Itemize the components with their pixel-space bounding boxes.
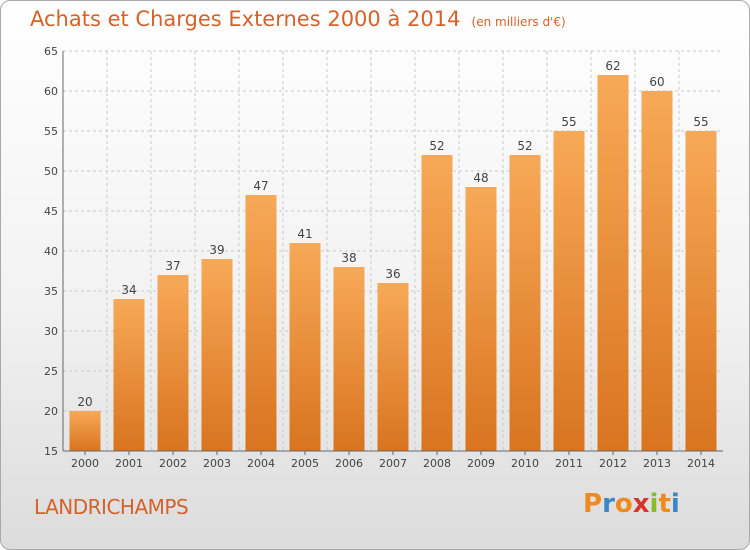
bar-value-label: 55 bbox=[561, 115, 576, 129]
x-tick-label: 2008 bbox=[423, 457, 451, 470]
x-tick-label: 2003 bbox=[203, 457, 231, 470]
bar-value-label: 52 bbox=[429, 139, 444, 153]
bar bbox=[509, 155, 541, 451]
x-tick-label: 2007 bbox=[379, 457, 407, 470]
bar bbox=[69, 411, 101, 451]
bar-value-label: 60 bbox=[649, 75, 664, 89]
x-tick-label: 2010 bbox=[511, 457, 539, 470]
x-tick-label: 2013 bbox=[643, 457, 671, 470]
y-tick-label: 55 bbox=[44, 125, 58, 138]
bar bbox=[421, 155, 453, 451]
bar bbox=[289, 243, 321, 451]
y-tick-label: 20 bbox=[44, 405, 58, 418]
chart-title: Achats et Charges Externes 2000 à 2014 (… bbox=[30, 7, 566, 31]
logo-letter: P bbox=[583, 489, 603, 519]
bar bbox=[377, 283, 409, 451]
y-tick-label: 25 bbox=[44, 365, 58, 378]
bar bbox=[685, 131, 717, 451]
bar bbox=[201, 259, 233, 451]
bar-value-label: 34 bbox=[121, 283, 136, 297]
bar-value-label: 20 bbox=[77, 395, 92, 409]
axes: 15 20 25 30 35 40 45 50 55 60 65 2000 2001 2002 2003 20… bbox=[44, 45, 723, 470]
x-tick-label: 2005 bbox=[291, 457, 319, 470]
logo-letter: i bbox=[670, 489, 680, 519]
logo-letter: i bbox=[649, 489, 659, 519]
bar bbox=[553, 131, 585, 451]
logo-letter: o bbox=[614, 489, 633, 519]
proxiti-logo: Proxiti bbox=[583, 489, 680, 519]
x-tick-label: 2006 bbox=[335, 457, 363, 470]
y-tick-label: 45 bbox=[44, 205, 58, 218]
x-tick-label: 2002 bbox=[159, 457, 187, 470]
chart-unit: (en milliers d'€) bbox=[471, 15, 566, 29]
bar bbox=[157, 275, 189, 451]
x-tick-label: 2000 bbox=[71, 457, 99, 470]
bar-value-label: 39 bbox=[209, 243, 224, 257]
y-tick-label: 50 bbox=[44, 165, 58, 178]
bar bbox=[245, 195, 277, 451]
commune-name: LANDRICHAMPS bbox=[34, 495, 189, 519]
y-tick-label: 65 bbox=[44, 45, 58, 58]
x-tick-label: 2014 bbox=[687, 457, 715, 470]
bar bbox=[641, 91, 673, 451]
bar-value-label: 55 bbox=[693, 115, 708, 129]
x-tick-label: 2004 bbox=[247, 457, 275, 470]
chart-title-text: Achats et Charges Externes 2000 à 2014 bbox=[30, 7, 461, 31]
bar-value-label: 37 bbox=[165, 259, 180, 273]
y-tick-label: 35 bbox=[44, 285, 58, 298]
x-tick-label: 2011 bbox=[555, 457, 583, 470]
y-tick-label: 30 bbox=[44, 325, 58, 338]
x-tick-label: 2012 bbox=[599, 457, 627, 470]
bar bbox=[333, 267, 365, 451]
bar-value-label: 62 bbox=[605, 59, 620, 73]
bar-value-label: 36 bbox=[385, 267, 400, 281]
y-tick-label: 40 bbox=[44, 245, 58, 258]
bar-value-label: 47 bbox=[253, 179, 268, 193]
y-tick-label: 15 bbox=[44, 445, 58, 458]
bars: 20 34 37 39 47 41 38 36 52 48 52 55 62 60 55 bbox=[69, 59, 717, 451]
bar bbox=[113, 299, 145, 451]
bar-value-label: 48 bbox=[473, 171, 488, 185]
logo-letter: t bbox=[658, 489, 671, 519]
bar bbox=[465, 187, 497, 451]
x-tick-label: 2001 bbox=[115, 457, 143, 470]
y-tick-label: 60 bbox=[44, 85, 58, 98]
bar bbox=[597, 75, 629, 451]
bar-value-label: 38 bbox=[341, 251, 356, 265]
bar-value-label: 41 bbox=[297, 227, 312, 241]
logo-letter: x bbox=[632, 489, 650, 519]
x-tick-label: 2009 bbox=[467, 457, 495, 470]
logo-letter: r bbox=[602, 489, 615, 519]
bar-value-label: 52 bbox=[517, 139, 532, 153]
